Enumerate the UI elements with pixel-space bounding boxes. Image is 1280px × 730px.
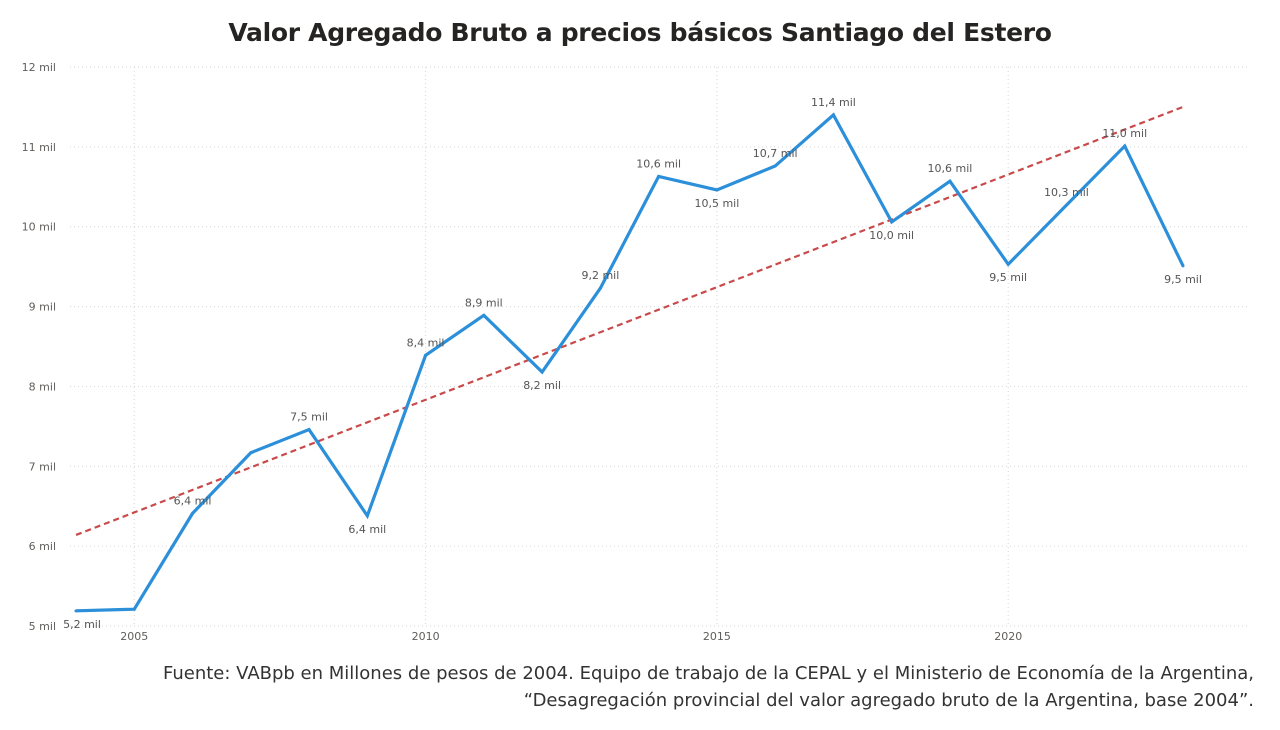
- data-point: [1181, 264, 1185, 268]
- data-point: [831, 113, 835, 117]
- x-axis: 2005 2010 2015 2020: [120, 630, 1022, 643]
- y-tick-label: 12 mil: [22, 61, 56, 74]
- data-label: 9,2 mil: [581, 269, 619, 282]
- x-tick-label: 2015: [703, 630, 731, 643]
- data-point: [365, 514, 369, 518]
- chart-title: Valor Agregado Bruto a precios básicos S…: [228, 18, 1052, 47]
- y-tick-label: 5 mil: [29, 620, 56, 633]
- trendline-layer: [75, 105, 1184, 536]
- data-label: 10,5 mil: [694, 197, 739, 210]
- series-layer: [74, 112, 1185, 613]
- data-label: 6,4 mil: [348, 523, 386, 536]
- data-point: [74, 609, 78, 613]
- data-label: 9,5 mil: [1164, 273, 1202, 286]
- y-axis: 5 mil 6 mil 7 mil 8 mil 9 mil 10 mil 11 mil 12 …: [22, 61, 56, 633]
- data-point: [1064, 203, 1068, 207]
- data-point: [598, 286, 602, 290]
- y-tick-label: 9 mil: [29, 301, 56, 314]
- y-tick-label: 11 mil: [22, 141, 56, 154]
- data-point: [132, 607, 136, 611]
- data-label: 6,4 mil: [174, 494, 212, 507]
- data-point: [657, 174, 661, 178]
- source-note-line-2: “Desagregación provincial del valor agre…: [523, 690, 1254, 711]
- trendline: [75, 105, 1184, 536]
- source-note-line-1: Fuente: VABpb en Millones de pesos de 20…: [162, 663, 1254, 684]
- data-point: [948, 179, 952, 183]
- data-point: [249, 451, 253, 455]
- data-label: 8,9 mil: [465, 296, 503, 309]
- data-label: 10,3 mil: [1044, 186, 1089, 199]
- data-label: 10,6 mil: [928, 162, 973, 175]
- data-point: [1006, 262, 1010, 266]
- data-label: 9,5 mil: [989, 271, 1027, 284]
- data-point: [1123, 144, 1127, 148]
- data-label: 10,0 mil: [869, 229, 914, 242]
- data-label: 10,7 mil: [753, 147, 798, 160]
- series-line: [75, 112, 1185, 613]
- y-tick-label: 10 mil: [22, 221, 56, 234]
- y-tick-label: 7 mil: [29, 460, 56, 473]
- data-point: [773, 164, 777, 168]
- data-labels: 5,2 mil 6,4 mil 7,5 mil 6,4 mil 8,4 mil 8,9 m…: [63, 96, 1202, 631]
- data-point: [424, 353, 428, 357]
- data-label: 8,4 mil: [407, 336, 445, 349]
- x-tick-label: 2010: [412, 630, 440, 643]
- data-point: [715, 188, 719, 192]
- data-label: 7,5 mil: [290, 411, 328, 424]
- x-tick-label: 2020: [994, 630, 1022, 643]
- data-point: [191, 511, 195, 515]
- data-label: 8,2 mil: [523, 379, 561, 392]
- data-label: 10,6 mil: [636, 157, 681, 170]
- data-label: 11,4 mil: [811, 96, 856, 109]
- data-point: [540, 370, 544, 374]
- y-tick-label: 8 mil: [29, 380, 56, 393]
- data-label: 11,0 mil: [1102, 127, 1147, 140]
- data-label: 5,2 mil: [63, 618, 101, 631]
- x-tick-label: 2005: [120, 630, 148, 643]
- y-tick-label: 6 mil: [29, 540, 56, 553]
- data-point: [890, 220, 894, 224]
- line-chart: 5 mil 6 mil 7 mil 8 mil 9 mil 10 mil 11 mil 12 …: [22, 61, 1250, 643]
- data-point: [307, 428, 311, 432]
- grid: [70, 66, 1250, 627]
- data-point: [482, 313, 486, 317]
